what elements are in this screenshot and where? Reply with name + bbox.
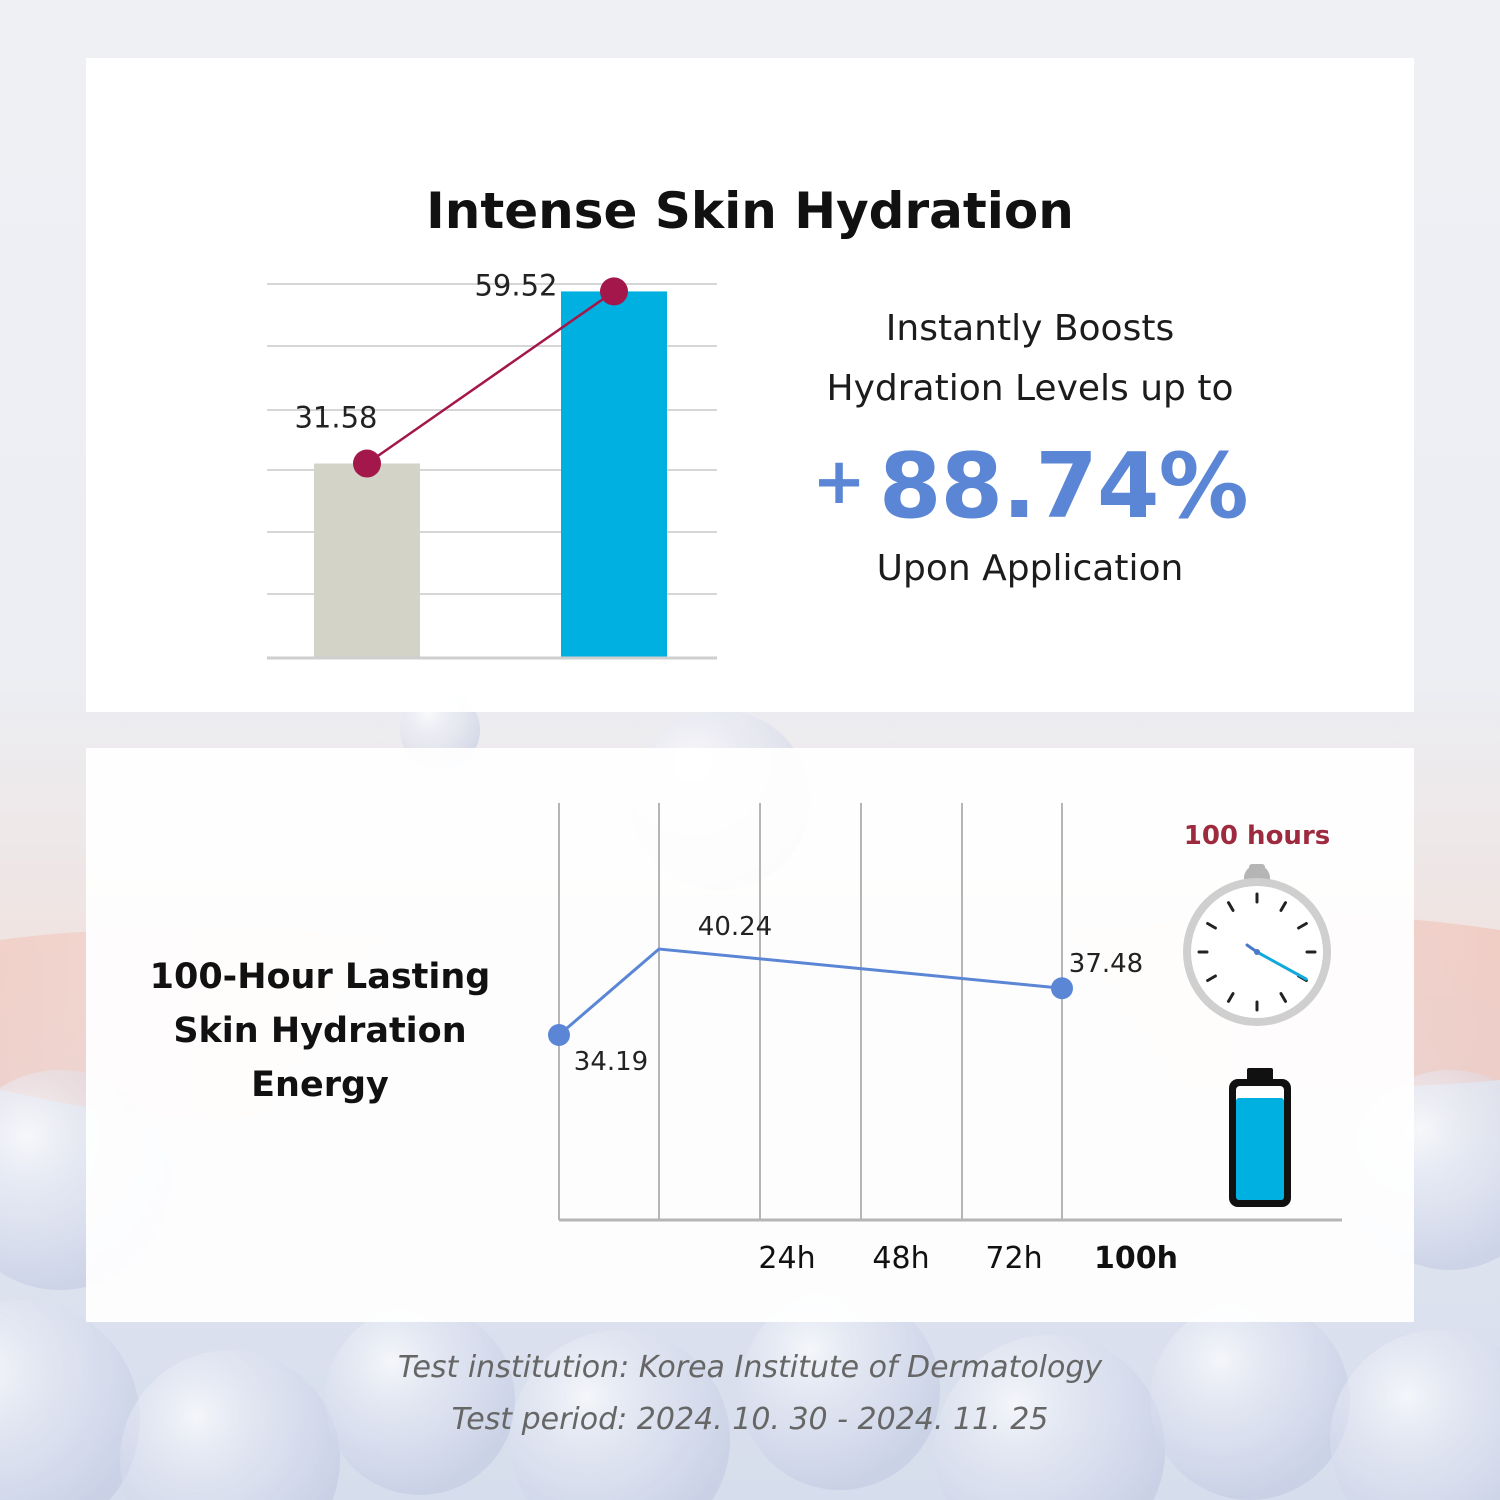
- trend-point-1: [600, 277, 628, 306]
- claim-value: 88.74%: [878, 434, 1249, 539]
- lasting-label-line-2: Skin Hydration: [173, 1011, 467, 1051]
- test-period: Test period: 2024. 10. 30 - 2024. 11. 25: [451, 1402, 1049, 1437]
- x-tick-label-0: 24h: [758, 1241, 815, 1276]
- hydration-bar-chart: 31.58 59.52: [267, 268, 717, 660]
- stopwatch-tick-1: [1279, 901, 1287, 912]
- energy-point-2: [1051, 977, 1073, 1000]
- stopwatch-icon: [1183, 864, 1331, 1026]
- claim-plus-sign: +: [812, 445, 866, 519]
- stopwatch-tick-8: [1206, 974, 1217, 982]
- stopwatch-tick-7: [1227, 992, 1235, 1003]
- hours-label: 100 hours: [1184, 821, 1331, 851]
- lasting-label-line-3: Energy: [251, 1065, 389, 1105]
- trend-point-0: [353, 449, 381, 478]
- claim-line-2: Hydration Levels up to: [826, 368, 1234, 409]
- energy-point-0: [548, 1024, 570, 1046]
- energy-value-label-0: 34.19: [574, 1047, 648, 1077]
- energy-value-label-2: 37.48: [1069, 949, 1143, 979]
- lasting-label-line-1: 100-Hour Lasting: [149, 957, 491, 997]
- bar-value-label-1: 59.52: [474, 268, 557, 302]
- bar-value-label-0: 31.58: [294, 401, 377, 435]
- hydration-panel: Intense Skin Hydration: [86, 58, 1414, 712]
- x-tick-label-1: 48h: [872, 1241, 929, 1276]
- lasting-label: 100-Hour Lasting Skin Hydration Energy: [120, 950, 520, 1112]
- x-tick-label-3: 100h: [1094, 1241, 1178, 1276]
- claim-percentage: +88.74%: [780, 434, 1280, 539]
- lasting-panel: [86, 748, 1414, 1322]
- test-institution: Test institution: Korea Institute of Der…: [397, 1350, 1103, 1385]
- claim-line-1: Instantly Boosts: [885, 308, 1175, 349]
- stopwatch-tick-5: [1279, 992, 1287, 1003]
- trend-line: [366, 290, 615, 465]
- claim-line-3: Upon Application: [876, 548, 1184, 589]
- stopwatch-tick-2: [1297, 922, 1308, 930]
- energy-line: [558, 947, 1063, 1037]
- hydration-title: Intense Skin Hydration: [426, 182, 1074, 240]
- x-tick-label-2: 72h: [985, 1241, 1042, 1276]
- stopwatch-tick-10: [1206, 922, 1217, 930]
- battery-icon: [1229, 1068, 1291, 1207]
- bar-0: [314, 463, 420, 658]
- stopwatch-tick-11: [1227, 901, 1235, 912]
- bar-1: [561, 291, 667, 658]
- energy-value-label-1: 40.24: [698, 912, 772, 942]
